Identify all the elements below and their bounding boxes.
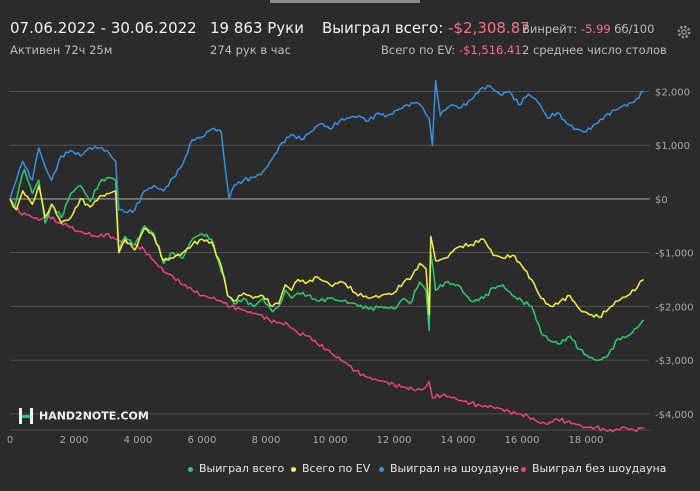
x-axis: 0 2 000 4 000 6 000 8 000 10 000 12 000 14 000 1…: [7, 429, 650, 446]
legend-dot: [379, 466, 384, 472]
series-line-3: [9, 198, 644, 433]
y-tick-label: $1,000: [655, 141, 690, 152]
x-tick-label: 0: [7, 435, 13, 446]
series-line-2: [9, 79, 644, 214]
legend-item-won-total[interactable]: Выиграл всего: [188, 462, 284, 475]
winrate-value: -5.99: [580, 22, 611, 36]
won-total: Выиграл всего: -$2,308.87: [322, 19, 530, 37]
gear-icon[interactable]: [676, 24, 692, 40]
winrate-label: Винрейт:: [522, 22, 578, 36]
x-tick-label: 14 000: [441, 435, 476, 446]
stats-header: 07.06.2022 - 30.06.2022 Активен 72ч 25м …: [0, 0, 700, 78]
active-time: Активен 72ч 25м: [10, 43, 113, 57]
x-tick-label: 8 000: [252, 435, 281, 446]
y-tick-label: -$3,000: [655, 356, 694, 367]
date-range[interactable]: 07.06.2022 - 30.06.2022: [10, 19, 197, 37]
y-tick-label: $0: [655, 195, 668, 206]
x-tick-label: 6 000: [188, 435, 217, 446]
legend-dot: [291, 466, 296, 472]
tab-indicator: [270, 0, 420, 3]
bankroll-chart: $2,000 $1,000 $0 -$1,000 -$2,000 -$3,000 -$4,0…: [7, 79, 694, 446]
x-tick-label: 4 000: [124, 435, 153, 446]
legend-item-non-showdown[interactable]: Выиграл без шоудауна: [521, 462, 666, 475]
y-axis: $2,000 $1,000 $0 -$1,000 -$2,000 -$3,000 -$4,0…: [655, 87, 694, 420]
y-tick-label: -$4,000: [655, 410, 694, 421]
legend-label: Выиграл без шоудауна: [532, 462, 667, 475]
avg-tables: 2 среднее число столов: [522, 43, 667, 57]
x-tick-label: 16 000: [505, 435, 540, 446]
hands-per-hour: 274 рук в час: [210, 43, 291, 57]
legend-label: Выиграл всего: [199, 462, 285, 475]
legend-dot: [521, 466, 526, 472]
won-total-label: Выиграл всего:: [322, 19, 444, 37]
ev-total: Всего по EV: -$1,516.41: [381, 43, 522, 57]
series-line-0: [9, 168, 645, 362]
y-tick-label: $2,000: [655, 87, 690, 98]
watermark-text: HAND2NOTE.COM: [39, 409, 149, 423]
legend-label: Всего по EV: [302, 462, 371, 475]
hand2note-logo-icon: [19, 408, 33, 424]
winrate-unit: бб/100: [614, 22, 655, 36]
x-tick-label: 18 000: [569, 435, 604, 446]
grid: [10, 91, 650, 415]
y-tick-label: -$1,000: [655, 249, 694, 260]
x-tick-label: 12 000: [377, 435, 412, 446]
won-total-value: -$2,308.87: [448, 19, 530, 37]
legend-dot: [188, 466, 193, 472]
ev-total-label: Всего по EV:: [381, 43, 456, 57]
x-tick-label: 10 000: [313, 435, 348, 446]
y-tick-label: -$2,000: [655, 302, 694, 313]
winrate: Винрейт: -5.99 бб/100: [522, 22, 654, 36]
legend-item-showdown[interactable]: Выиграл на шоудауне: [379, 462, 519, 475]
ev-total-value: -$1,516.41: [458, 43, 522, 57]
legend-label: Выиграл на шоудауне: [390, 462, 519, 475]
series-line-1: [9, 184, 644, 319]
legend-item-ev-total[interactable]: Всего по EV: [291, 462, 370, 475]
series: [9, 79, 645, 433]
x-tick-label: 2 000: [60, 435, 89, 446]
hand2note-logo: HAND2NOTE.COM: [18, 407, 149, 425]
legend: Выиграл всего Всего по EV Выиграл на шоу…: [0, 459, 700, 479]
hands-count: 19 863 Руки: [210, 19, 304, 37]
